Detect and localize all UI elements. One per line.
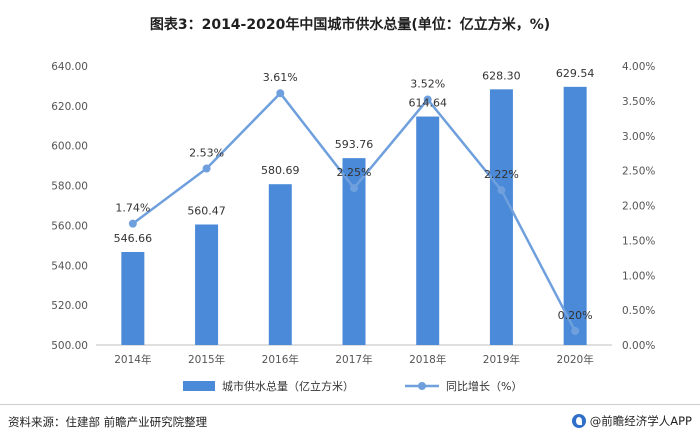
growth-point <box>202 164 211 173</box>
legend: 城市供水总量（亿立方米） 同比增长（%） <box>183 379 522 393</box>
x-tick-label: 2017年 <box>335 353 372 366</box>
brand-logo-icon <box>571 414 586 428</box>
growth-point <box>276 89 285 98</box>
y-left-tick-label: 540.00 <box>51 260 88 272</box>
x-tick-label: 2014年 <box>114 353 151 366</box>
growth-point <box>423 95 432 104</box>
legend-line-label: 同比增长（%） <box>446 379 522 393</box>
y-left-tick-label: 620.00 <box>51 101 88 113</box>
y-left-tick-label: 640.00 <box>51 61 88 73</box>
y-left-tick-label: 600.00 <box>51 141 88 153</box>
x-tick-label: 2019年 <box>483 353 520 366</box>
y-right-tick-label: 2.00% <box>622 201 655 213</box>
growth-line <box>128 89 580 336</box>
y-left-tick-label: 500.00 <box>51 340 88 352</box>
y-right-tick-label: 4.00% <box>622 61 655 73</box>
legend-line-marker <box>418 382 426 390</box>
growth-value-label: 2.22% <box>484 168 519 181</box>
bar-value-label: 614.64 <box>408 97 447 110</box>
legend-bar-label: 城市供水总量（亿立方米） <box>222 379 354 393</box>
x-tick-label: 2015年 <box>188 353 225 366</box>
legend-bar-swatch <box>183 381 215 391</box>
bar-value-label: 593.76 <box>335 138 374 151</box>
x-tick-label: 2018年 <box>409 353 446 366</box>
y-right-tick-label: 2.50% <box>622 166 655 178</box>
y-right-tick-label: 0.00% <box>622 340 655 352</box>
bar-value-label: 628.30 <box>482 69 521 82</box>
bar-value-label: 560.47 <box>187 204 226 217</box>
data-labels: 546.66 560.47 580.69 593.76 614.64 628.30 629.… <box>114 67 595 322</box>
x-tick-label: 2016年 <box>262 353 299 366</box>
y-right-tick-label: 0.50% <box>622 305 655 317</box>
y-left-tick-label: 560.00 <box>51 220 88 232</box>
bar <box>195 224 219 345</box>
bar-value-label: 580.69 <box>261 164 300 177</box>
brand-text: @前瞻经济学人APP <box>589 414 692 428</box>
x-tick-label: 2020年 <box>557 353 594 366</box>
bar <box>489 89 513 345</box>
y-right-tick-label: 1.50% <box>622 235 655 247</box>
axes: 500.00 520.00 540.00 560.00 580.00 600.00 620.… <box>51 61 655 366</box>
y-right-tick-label: 3.00% <box>622 131 655 143</box>
growth-point <box>350 184 358 193</box>
growth-value-label: 2.53% <box>189 147 224 160</box>
growth-point <box>497 186 506 195</box>
growth-value-label: 2.25% <box>337 166 372 179</box>
y-left-tick-label: 520.00 <box>51 300 88 312</box>
brand-credit: @前瞻经济学人APP <box>571 413 692 429</box>
growth-point <box>571 327 580 336</box>
bar-value-label: 546.66 <box>114 232 153 245</box>
bar <box>121 252 145 345</box>
growth-value-label: 0.20% <box>558 309 593 322</box>
y-right-tick-label: 1.00% <box>622 270 655 282</box>
growth-value-label: 3.61% <box>263 71 298 84</box>
bar <box>268 184 292 345</box>
chart-title: 图表3：2014-2020年中国城市供水总量(单位：亿立方米，%) <box>149 17 551 33</box>
source-note: 资料来源：住建部 前瞻产业研究院整理 <box>8 415 208 429</box>
bar-value-label: 629.54 <box>556 67 595 80</box>
growth-point <box>128 219 137 228</box>
footer-divider <box>0 404 700 405</box>
bar <box>416 116 440 346</box>
growth-value-label: 3.52% <box>410 77 445 90</box>
bar <box>563 86 587 346</box>
growth-value-label: 1.74% <box>115 202 150 215</box>
y-right-tick-label: 3.50% <box>622 96 655 108</box>
bars <box>121 86 587 346</box>
y-left-tick-label: 580.00 <box>51 181 88 193</box>
bar <box>342 158 366 345</box>
